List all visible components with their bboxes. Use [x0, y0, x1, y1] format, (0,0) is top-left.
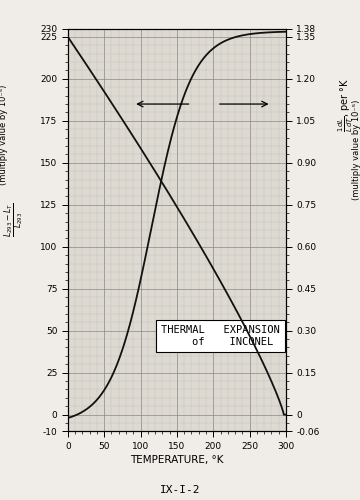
Text: THERMAL   EXPANSION
    of    INCONEL: THERMAL EXPANSION of INCONEL [161, 325, 280, 346]
Text: IX-I-2: IX-I-2 [160, 485, 200, 495]
Text: $\frac{L_{293}-L_T}{L_{293}}$: $\frac{L_{293}-L_T}{L_{293}}$ [3, 203, 26, 237]
X-axis label: TEMPERATURE, °K: TEMPERATURE, °K [130, 455, 224, 465]
Text: (multiply value by 10⁻⁵): (multiply value by 10⁻⁵) [0, 85, 8, 185]
Text: (multiply value by 10⁻⁵): (multiply value by 10⁻⁵) [352, 100, 360, 200]
Text: $\frac{1}{L}\frac{dL}{dT}$, per °K: $\frac{1}{L}\frac{dL}{dT}$, per °K [337, 78, 355, 132]
